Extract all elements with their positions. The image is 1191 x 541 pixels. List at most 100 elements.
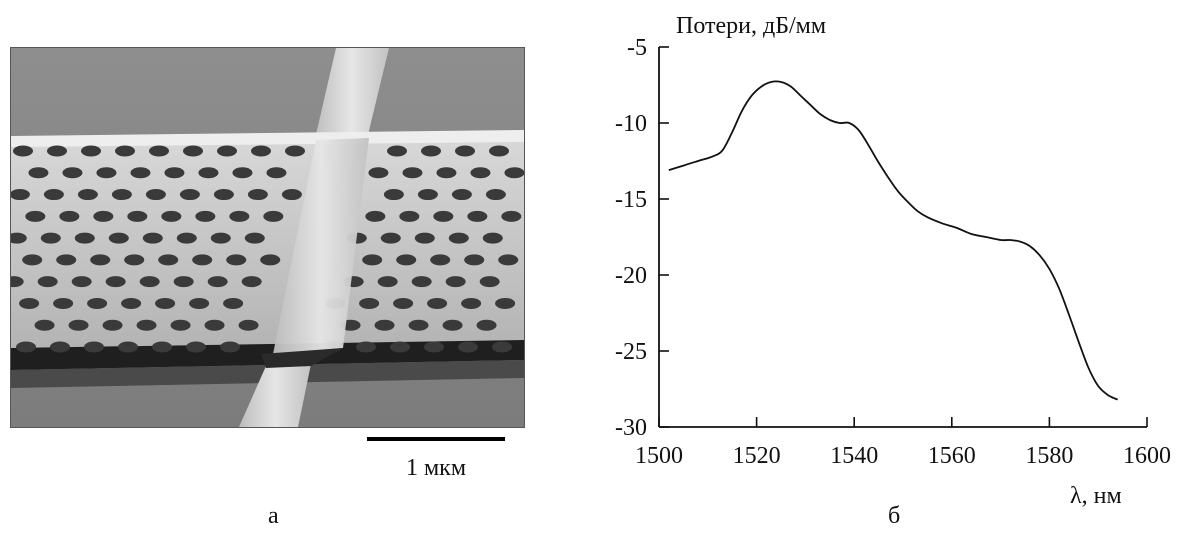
crystal-hole	[424, 341, 444, 353]
crystal-hole	[260, 254, 281, 266]
crystal-hole	[74, 232, 95, 244]
crystal-hole	[207, 276, 228, 288]
scale-bar	[367, 437, 505, 441]
y-tick-label: -5	[627, 35, 647, 61]
crystal-hole	[220, 341, 240, 353]
crystal-hole	[495, 297, 516, 309]
crystal-hole	[362, 254, 383, 266]
x-tick-label: 1500	[635, 443, 683, 469]
crystal-hole	[368, 167, 389, 179]
crystal-hole	[87, 297, 108, 309]
crystal-hole	[130, 167, 151, 179]
crystal-hole	[365, 210, 386, 222]
crystal-hole	[498, 254, 519, 266]
crystal-hole	[28, 167, 49, 179]
crystal-hole	[210, 232, 231, 244]
crystal-hole	[356, 341, 376, 353]
crystal-hole	[53, 297, 74, 309]
crystal-hole	[374, 319, 395, 331]
crystal-hole	[161, 210, 182, 222]
y-tick-label: -25	[615, 339, 647, 365]
crystal-hole	[192, 254, 213, 266]
panel-label-b: б	[888, 503, 901, 529]
loss-series-line	[668, 80, 1119, 401]
crystal-hole	[421, 145, 441, 157]
crystal-hole	[244, 232, 265, 244]
crystal-hole	[121, 297, 142, 309]
panel-a: 1 мкм а	[0, 0, 560, 541]
crystal-hole	[263, 210, 284, 222]
x-tick-label: 1600	[1123, 443, 1171, 469]
crystal-hole	[226, 254, 247, 266]
crystal-hole	[232, 167, 253, 179]
crystal-hole	[56, 254, 77, 266]
crystal-hole	[102, 319, 123, 331]
y-axis-label: Потери, дБ/мм	[676, 13, 826, 39]
crystal-hole	[47, 145, 67, 157]
crystal-hole	[115, 145, 135, 157]
crystal-hole	[71, 276, 92, 288]
crystal-hole	[470, 167, 491, 179]
crystal-hole	[84, 341, 104, 353]
crystal-hole	[204, 319, 225, 331]
crystal-hole	[176, 232, 197, 244]
crystal-hole	[380, 232, 401, 244]
x-tick-label: 1540	[830, 443, 878, 469]
crystal-hole	[19, 297, 40, 309]
crystal-hole	[34, 319, 55, 331]
loss-spectrum-chart: -5 -10 -15 -20 -25 -30 1500 1520 1540 1560 1580 160…	[560, 0, 1191, 541]
crystal-hole	[136, 319, 157, 331]
crystal-hole	[411, 276, 432, 288]
crystal-hole	[149, 145, 169, 157]
crystal-hole	[238, 319, 259, 331]
crystal-hole	[40, 232, 61, 244]
crystal-hole	[504, 167, 524, 179]
crystal-hole	[476, 319, 497, 331]
crystal-hole	[492, 341, 512, 353]
crystal-hole	[402, 167, 423, 179]
crystal-hole	[458, 341, 478, 353]
y-tick-label: -10	[615, 111, 647, 137]
crystal-hole	[482, 232, 503, 244]
crystal-hole	[377, 276, 398, 288]
crystal-hole	[414, 232, 435, 244]
crystal-hole	[485, 189, 506, 201]
crystal-hole	[448, 232, 469, 244]
crystal-hole	[111, 189, 132, 201]
crystal-hole	[81, 145, 101, 157]
crystal-hole	[59, 210, 80, 222]
x-axis-label: λ, нм	[1070, 483, 1122, 509]
y-tick-label: -20	[615, 263, 647, 289]
crystal-hole	[442, 319, 463, 331]
crystal-hole	[127, 210, 148, 222]
scale-bar-label: 1 мкм	[405, 455, 467, 481]
crystal-hole	[11, 189, 30, 201]
crystal-hole	[11, 276, 24, 288]
crystal-hole	[16, 341, 36, 353]
crystal-hole	[77, 189, 98, 201]
crystal-hole	[139, 276, 160, 288]
crystal-hole	[90, 254, 111, 266]
crystal-hole	[223, 297, 244, 309]
crystal-hole	[108, 232, 129, 244]
sem-photonic-crystal-image	[11, 48, 524, 427]
y-tick-label: -15	[615, 187, 647, 213]
crystal-hole	[479, 276, 500, 288]
y-tick-label: -30	[615, 415, 647, 441]
crystal-hole	[383, 189, 404, 201]
crystal-hole	[105, 276, 126, 288]
crystal-hole	[427, 297, 448, 309]
crystal-hole	[50, 341, 70, 353]
crystal-hole	[142, 232, 163, 244]
crystal-hole	[393, 297, 414, 309]
crystal-hole	[445, 276, 466, 288]
crystal-hole	[158, 254, 179, 266]
sem-micrograph	[10, 47, 525, 428]
crystal-hole	[93, 210, 114, 222]
crystal-hole	[124, 254, 145, 266]
crystal-hole	[37, 276, 58, 288]
crystal-hole	[118, 341, 138, 353]
crystal-hole	[399, 210, 420, 222]
crystal-hole	[464, 254, 485, 266]
x-tick-label: 1580	[1025, 443, 1073, 469]
